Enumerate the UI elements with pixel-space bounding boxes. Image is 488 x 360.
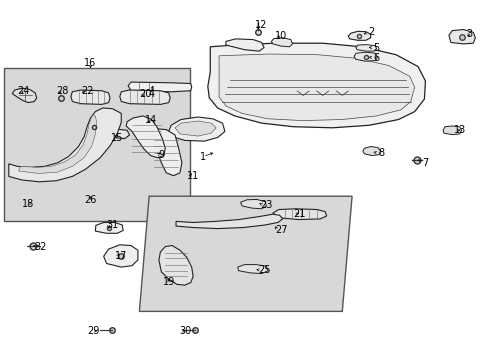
Polygon shape — [19, 116, 97, 174]
Polygon shape — [240, 199, 266, 209]
Polygon shape — [139, 196, 351, 311]
Text: 26: 26 — [84, 195, 97, 205]
Polygon shape — [159, 246, 193, 285]
Polygon shape — [12, 88, 37, 103]
Polygon shape — [126, 116, 165, 158]
Text: 8: 8 — [378, 148, 384, 158]
Text: 1: 1 — [200, 152, 205, 162]
Polygon shape — [442, 126, 461, 135]
Text: 12: 12 — [255, 20, 267, 30]
Text: 28: 28 — [56, 86, 69, 96]
Polygon shape — [71, 90, 110, 104]
Text: 24: 24 — [17, 86, 30, 96]
Text: 22: 22 — [81, 86, 93, 96]
Text: 15: 15 — [111, 132, 123, 143]
Polygon shape — [219, 54, 414, 121]
Bar — [4, 68, 189, 221]
Text: 27: 27 — [274, 225, 287, 235]
Polygon shape — [207, 43, 425, 128]
Polygon shape — [353, 52, 377, 61]
Text: 25: 25 — [257, 265, 270, 275]
Polygon shape — [95, 222, 123, 233]
Text: 3: 3 — [466, 29, 471, 39]
Polygon shape — [347, 31, 370, 40]
Text: 6: 6 — [373, 53, 379, 63]
Text: 11: 11 — [186, 171, 199, 181]
Polygon shape — [175, 121, 216, 136]
Polygon shape — [448, 30, 474, 44]
Text: 18: 18 — [22, 199, 35, 210]
Polygon shape — [176, 214, 282, 229]
Text: 2: 2 — [368, 27, 374, 37]
Text: 19: 19 — [162, 276, 175, 287]
Text: 23: 23 — [260, 200, 272, 210]
Polygon shape — [102, 129, 129, 139]
Polygon shape — [120, 90, 170, 104]
Text: 29: 29 — [87, 326, 100, 336]
Text: 13: 13 — [452, 125, 465, 135]
Text: 20: 20 — [139, 89, 152, 99]
Polygon shape — [168, 117, 224, 141]
Polygon shape — [146, 129, 182, 176]
Text: 4: 4 — [148, 89, 154, 99]
Polygon shape — [103, 245, 138, 267]
Text: 14: 14 — [144, 114, 157, 125]
Text: 30: 30 — [179, 326, 192, 336]
Text: 17: 17 — [115, 251, 127, 261]
Polygon shape — [355, 45, 376, 51]
Text: 9: 9 — [158, 150, 164, 160]
Polygon shape — [237, 265, 267, 274]
Polygon shape — [9, 108, 121, 182]
Polygon shape — [272, 209, 326, 220]
Text: 5: 5 — [373, 42, 379, 53]
Polygon shape — [128, 82, 191, 92]
Text: 7: 7 — [422, 158, 427, 168]
Text: 32: 32 — [34, 242, 46, 252]
Text: 10: 10 — [274, 31, 287, 41]
Text: 31: 31 — [106, 220, 119, 230]
Polygon shape — [362, 147, 380, 156]
Polygon shape — [225, 39, 264, 51]
Text: 21: 21 — [292, 209, 305, 219]
Polygon shape — [271, 38, 292, 47]
Text: 16: 16 — [84, 58, 97, 68]
